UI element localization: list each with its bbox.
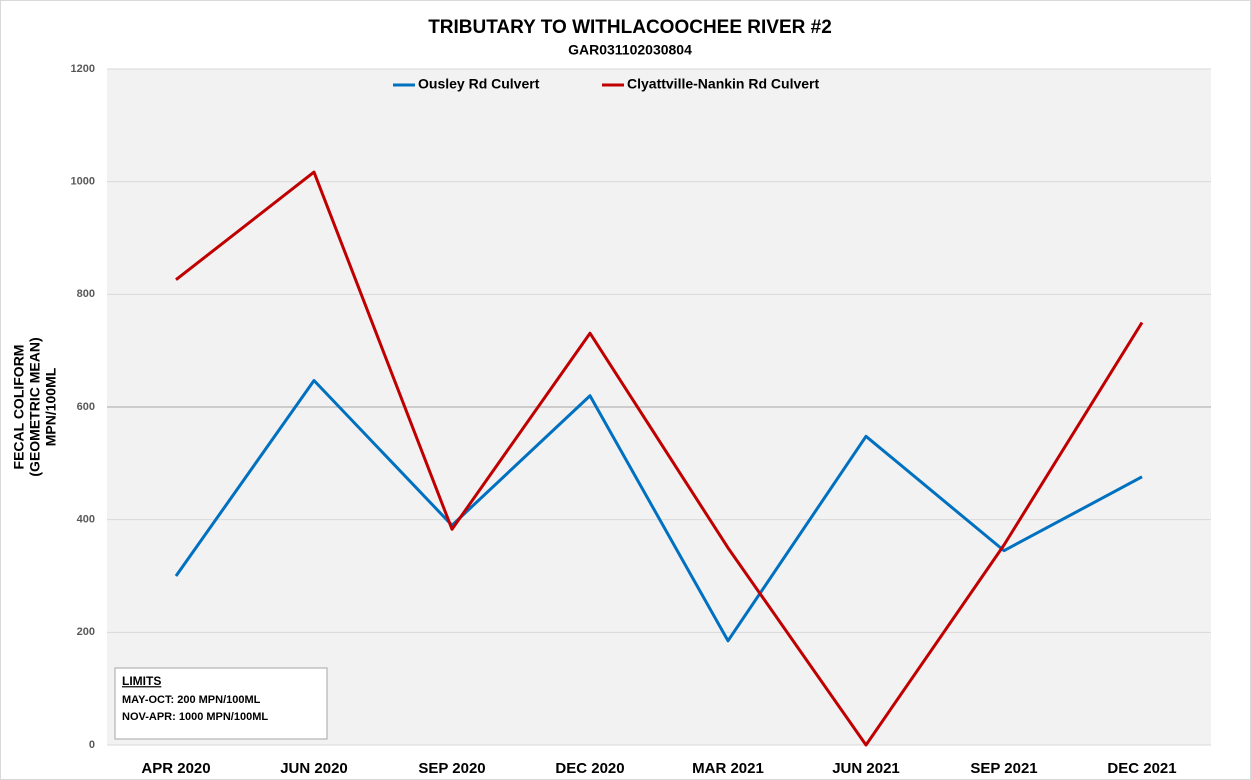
y-tick-label: 0 [89,739,95,751]
y-axis-title-line: MPN/100ML [43,367,59,446]
y-tick-label: 400 [77,514,95,526]
annotation-line: MAY-OCT: 200 MPN/100ML [122,694,261,706]
y-tick-label: 1200 [71,63,95,75]
chart-subtitle: GAR031102030804 [568,42,692,58]
x-tick-label: SEP 2021 [970,760,1037,777]
x-tick-label: JUN 2020 [280,760,348,777]
y-tick-label: 800 [77,288,95,300]
y-axis-title: FECAL COLIFORM (GEOMETRIC MEAN) MPN/100M… [11,337,59,476]
series-line [174,379,1143,643]
grid: 0 200 400 600 800 1000 1200 APR 2020 JUN 2020 SEP… [71,63,1211,777]
legend-label: Ousley Rd Culvert [418,76,540,92]
y-axis-title-line: (GEOMETRIC MEAN) [27,337,43,476]
x-tick-label: MAR 2021 [692,760,764,777]
y-tick-label: 200 [77,626,95,638]
series-line [175,170,1144,747]
x-tick-label: JUN 2021 [832,760,900,777]
series-lines [174,170,1144,747]
x-tick-label: DEC 2020 [555,760,624,777]
annotation-title: LIMITS [122,674,161,688]
y-tick-label: 1000 [71,176,95,188]
legend-label: Clyattville-Nankin Rd Culvert [627,76,819,92]
chart-title: TRIBUTARY TO WITHLACOOCHEE RIVER #2 [428,17,832,38]
annotation-box [114,667,328,740]
y-axis-title-line: FECAL COLIFORM [11,345,27,470]
legend: Ousley Rd Culvert Clyattville-Nankin Rd C… [393,76,819,92]
annotation-line: NOV-APR: 1000 MPN/100ML [122,711,268,723]
x-tick-label: SEP 2020 [418,760,485,777]
y-tick-label: 600 [77,401,95,413]
x-tick-label: APR 2020 [141,760,210,777]
x-tick-label: DEC 2021 [1107,760,1176,777]
